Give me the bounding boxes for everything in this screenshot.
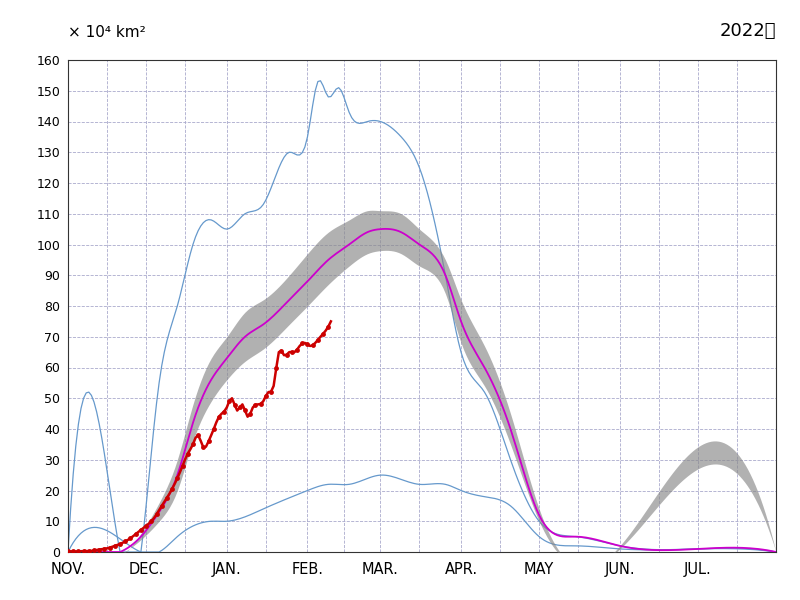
Text: × 10⁴ km²: × 10⁴ km² [68, 25, 146, 40]
Text: 2022年: 2022年 [719, 22, 776, 40]
